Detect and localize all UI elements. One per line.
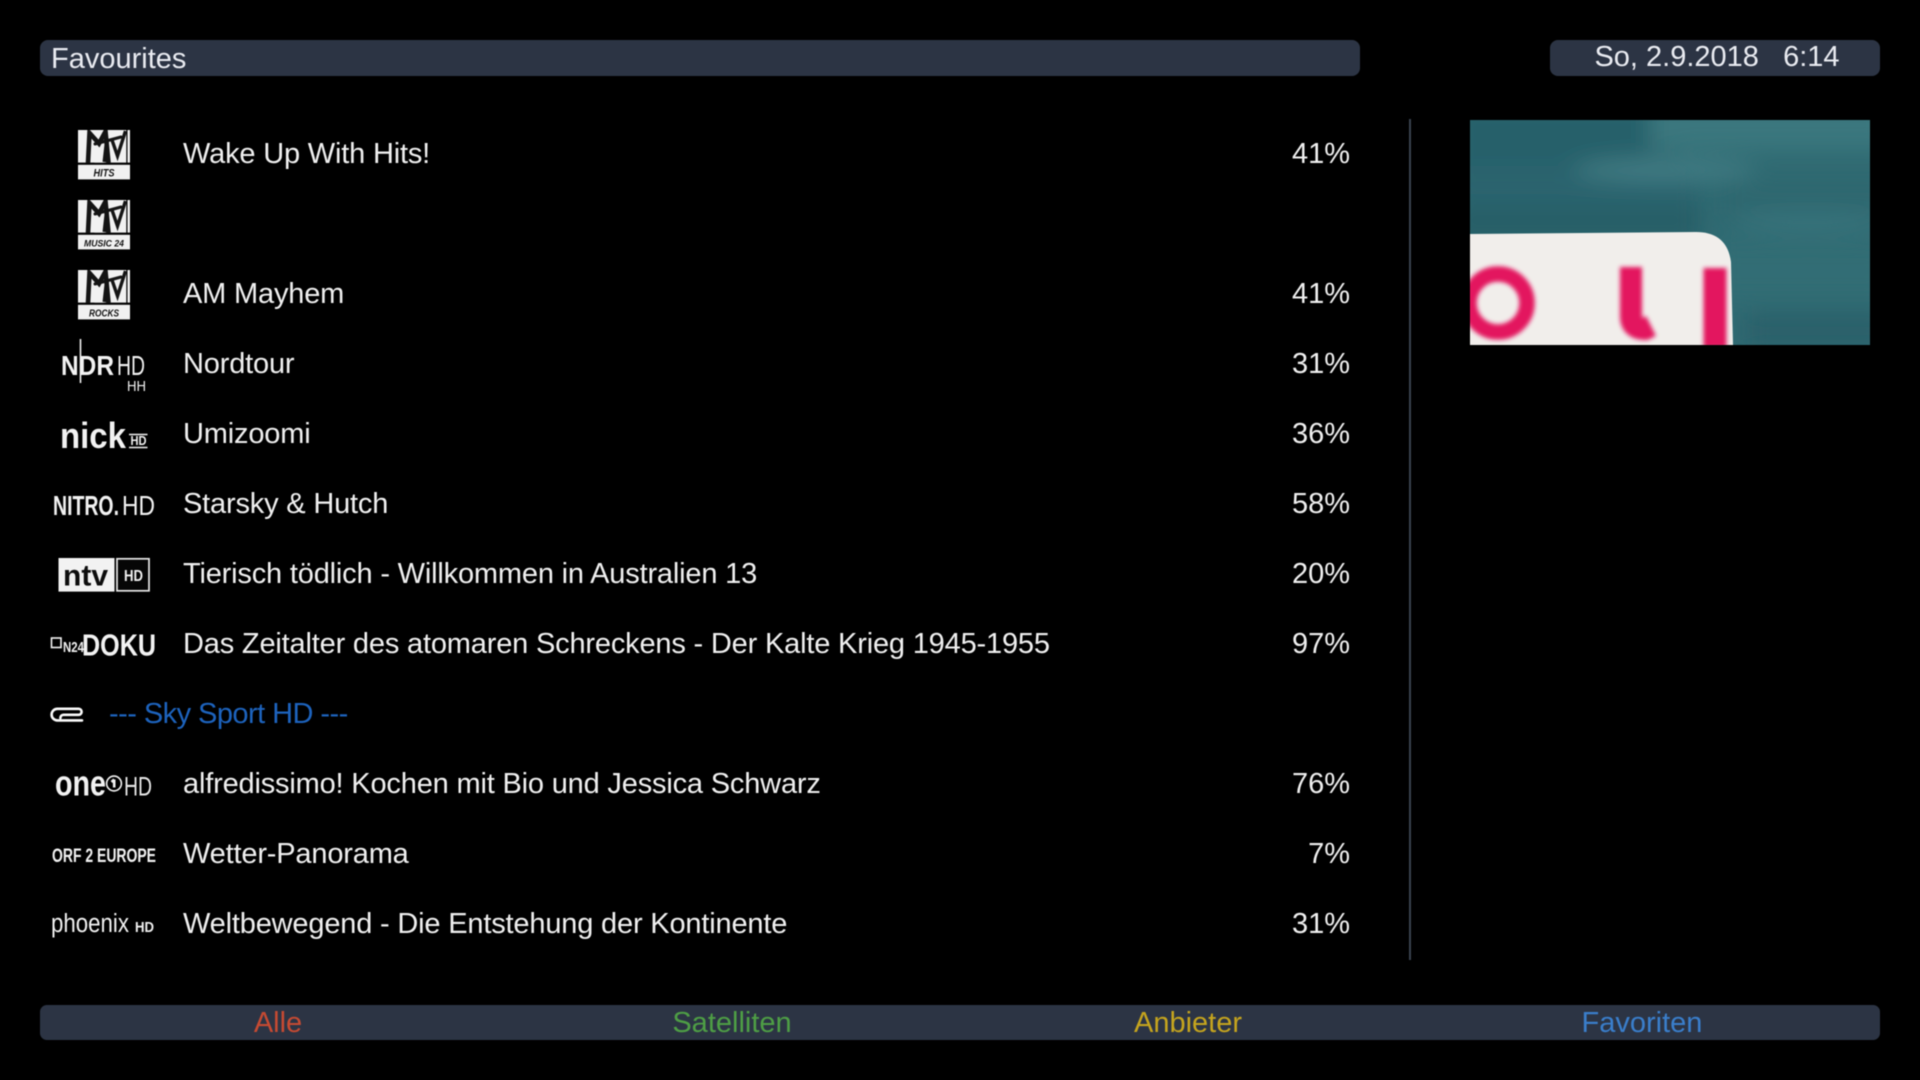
svg-text:HD: HD [122, 490, 155, 521]
svg-text:phoenix: phoenix [51, 910, 129, 938]
svg-text:DOKU: DOKU [82, 627, 156, 662]
svg-text:HD: HD [117, 350, 145, 381]
svg-text:HD: HD [135, 919, 154, 936]
svg-text:HITS: HITS [94, 167, 116, 179]
svg-text:HD: HD [124, 568, 143, 585]
svg-text:nick: nick [60, 415, 127, 456]
svg-text:N24: N24 [63, 640, 84, 656]
svg-text:HH: HH [127, 379, 146, 395]
svg-text:NITRO.: NITRO. [53, 490, 119, 521]
svg-text:one: one [55, 763, 106, 804]
svg-text:MUSIC 24: MUSIC 24 [84, 238, 124, 248]
svg-text:ROCKS: ROCKS [89, 308, 119, 319]
svg-text:NDR: NDR [61, 350, 114, 381]
svg-text:ntv: ntv [63, 560, 108, 593]
svg-text:ORF 2 EUROPE: ORF 2 EUROPE [52, 845, 156, 867]
svg-text:HD: HD [124, 772, 152, 802]
svg-text:HD: HD [131, 434, 147, 448]
